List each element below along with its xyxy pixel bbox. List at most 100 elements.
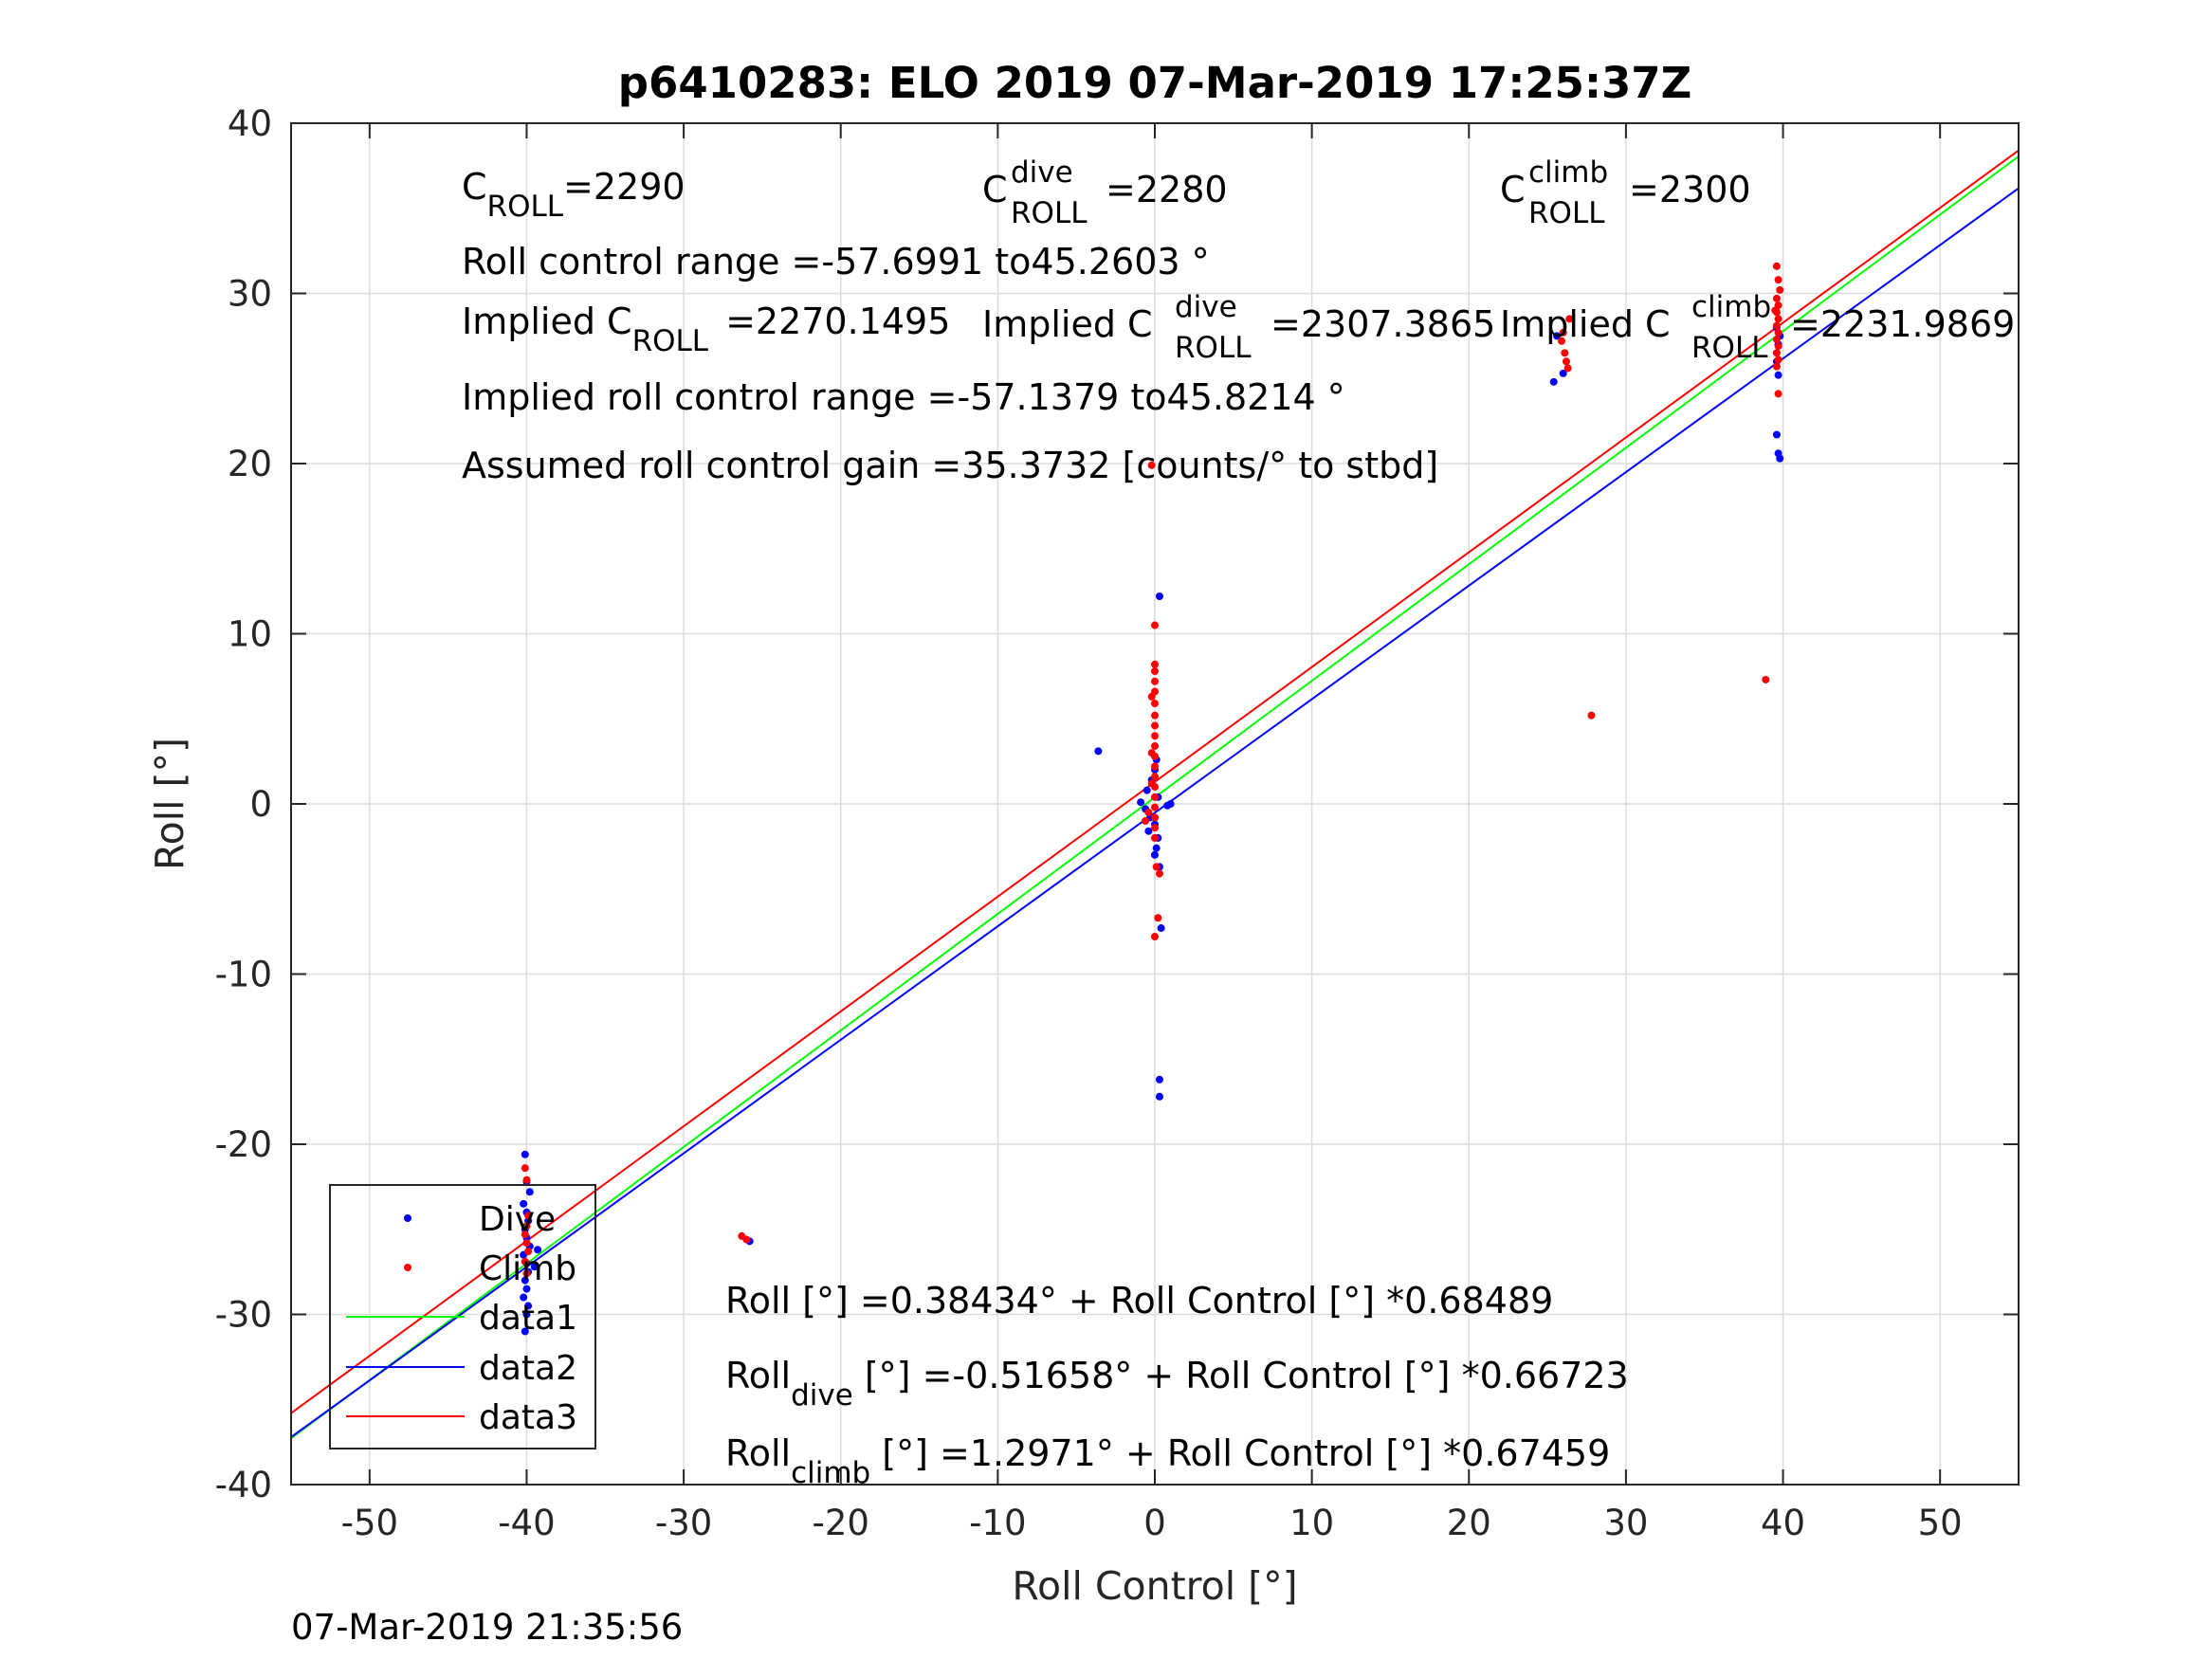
point-dive: [522, 1310, 531, 1319]
point-climb: [1772, 294, 1781, 302]
implied-c-roll-climb-annotation: Implied C: [1500, 303, 1671, 345]
y-tick-label: 40: [228, 103, 272, 144]
point-climb: [1151, 793, 1159, 801]
point-climb: [1151, 803, 1159, 811]
fit-line-data2: [290, 187, 2020, 1438]
point-climb: [742, 1235, 751, 1244]
point-dive: [1152, 844, 1161, 852]
point-climb: [1559, 328, 1567, 337]
implied-roll-control-range: Implied roll control range =-57.1379 to4…: [462, 376, 1345, 418]
point-dive: [1155, 1075, 1163, 1084]
point-climb: [1774, 342, 1782, 351]
point-climb: [1774, 276, 1782, 284]
point-climb: [1151, 762, 1159, 771]
point-climb: [1772, 321, 1781, 330]
point-climb: [1151, 773, 1159, 781]
y-axis-label: Roll [°]: [147, 738, 192, 870]
c-roll-dive-value: =2280: [1106, 169, 1228, 210]
point-dive: [1776, 454, 1784, 463]
x-tick-label: -40: [498, 1503, 555, 1543]
y-tick-label: -10: [215, 955, 272, 995]
point-climb: [522, 1222, 531, 1231]
point-dive: [524, 1302, 533, 1310]
c-roll-dive-annotation: C: [982, 169, 1008, 210]
point-climb: [1776, 285, 1784, 294]
y-tick-label: 20: [228, 444, 272, 484]
c-roll-dive-sup: dive: [1011, 155, 1073, 190]
y-tick-label: -40: [215, 1465, 272, 1505]
legend-marker-climb: [404, 1264, 411, 1271]
point-climb: [1587, 711, 1596, 720]
legend-label-dive: Dive: [479, 1200, 556, 1239]
point-climb: [1142, 816, 1150, 825]
data-points: [520, 262, 1784, 1336]
point-dive: [1144, 827, 1153, 835]
implied-c-roll-climb-value: =2231.9869: [1790, 303, 2015, 345]
fit-equation-climb: Rollclimb [°] =1.2971° + Roll Control [°…: [725, 1432, 1610, 1490]
point-climb: [1152, 863, 1161, 871]
legend-label-data1: data1: [479, 1299, 577, 1338]
c-roll-climb-sub: ROLL: [1528, 196, 1605, 230]
point-dive: [1553, 332, 1562, 340]
point-dive: [521, 1276, 529, 1285]
point-climb: [1151, 721, 1159, 730]
c-roll-annotation: CROLL=2290: [462, 166, 686, 224]
legend-label-climb: Climb: [479, 1249, 576, 1288]
point-dive: [530, 1263, 539, 1271]
x-tick-label: -50: [341, 1503, 398, 1543]
point-climb: [1565, 315, 1574, 323]
x-tick-label: 40: [1761, 1503, 1805, 1543]
legend-label-data2: data2: [479, 1349, 577, 1388]
c-roll-climb-sup: climb: [1528, 155, 1608, 190]
legend: Dive Climb data1 data2 data3: [329, 1184, 596, 1449]
y-tick-label: 10: [228, 614, 272, 655]
point-climb: [1772, 262, 1781, 270]
point-climb: [521, 1231, 529, 1239]
point-climb: [1774, 356, 1782, 364]
point-climb: [1147, 692, 1156, 701]
point-climb: [1772, 349, 1781, 357]
point-dive: [521, 1327, 529, 1336]
point-climb: [1151, 711, 1159, 720]
point-climb: [1151, 621, 1159, 629]
tick-labels: -50 -40 -30 -20 -10 0 10 20 30 40 50 -40 -30 -20 -10 0 1…: [215, 103, 1963, 1543]
c-roll-dive-sub: ROLL: [1011, 196, 1088, 230]
point-dive: [525, 1188, 534, 1196]
x-tick-label: -10: [969, 1503, 1026, 1543]
x-tick-label: -20: [813, 1503, 869, 1543]
x-tick-label: 10: [1289, 1503, 1334, 1543]
timestamp: 07-Mar-2019 21:35:56: [291, 1607, 683, 1648]
implied-c-roll-annotation: Implied CROLL =2270.1495: [462, 301, 950, 358]
y-tick-label: -30: [215, 1295, 272, 1336]
point-climb: [522, 1269, 531, 1278]
y-tick-label: 30: [228, 274, 272, 315]
point-dive: [1559, 369, 1567, 377]
point-climb: [1774, 390, 1782, 398]
point-climb: [1151, 660, 1159, 668]
implied-c-roll-climb-sub: ROLL: [1691, 331, 1768, 365]
point-climb: [1147, 749, 1156, 757]
y-tick-label: 0: [249, 784, 272, 825]
point-climb: [1557, 337, 1565, 345]
point-climb: [1151, 732, 1159, 740]
point-dive: [520, 1293, 528, 1302]
point-dive: [522, 1285, 531, 1293]
point-climb: [1147, 461, 1156, 469]
y-tick-label: -20: [215, 1124, 272, 1165]
x-tick-label: 30: [1603, 1503, 1648, 1543]
point-climb: [524, 1248, 533, 1256]
point-climb: [524, 1212, 533, 1220]
point-climb: [1144, 808, 1153, 816]
point-climb: [1151, 741, 1159, 750]
point-climb: [1151, 813, 1159, 822]
x-tick-label: -30: [655, 1503, 712, 1543]
c-roll-climb-annotation: C: [1500, 169, 1526, 210]
point-climb: [1154, 914, 1162, 922]
chart-title: p6410283: ELO 2019 07-Mar-2019 17:25:37Z: [618, 58, 1691, 108]
c-roll-climb-value: =2300: [1629, 169, 1751, 210]
x-tick-label: 50: [1918, 1503, 1963, 1543]
point-climb: [1151, 833, 1159, 842]
point-climb: [1563, 364, 1572, 373]
legend-label-data3: data3: [479, 1398, 577, 1437]
axes-box: [290, 122, 2020, 1486]
